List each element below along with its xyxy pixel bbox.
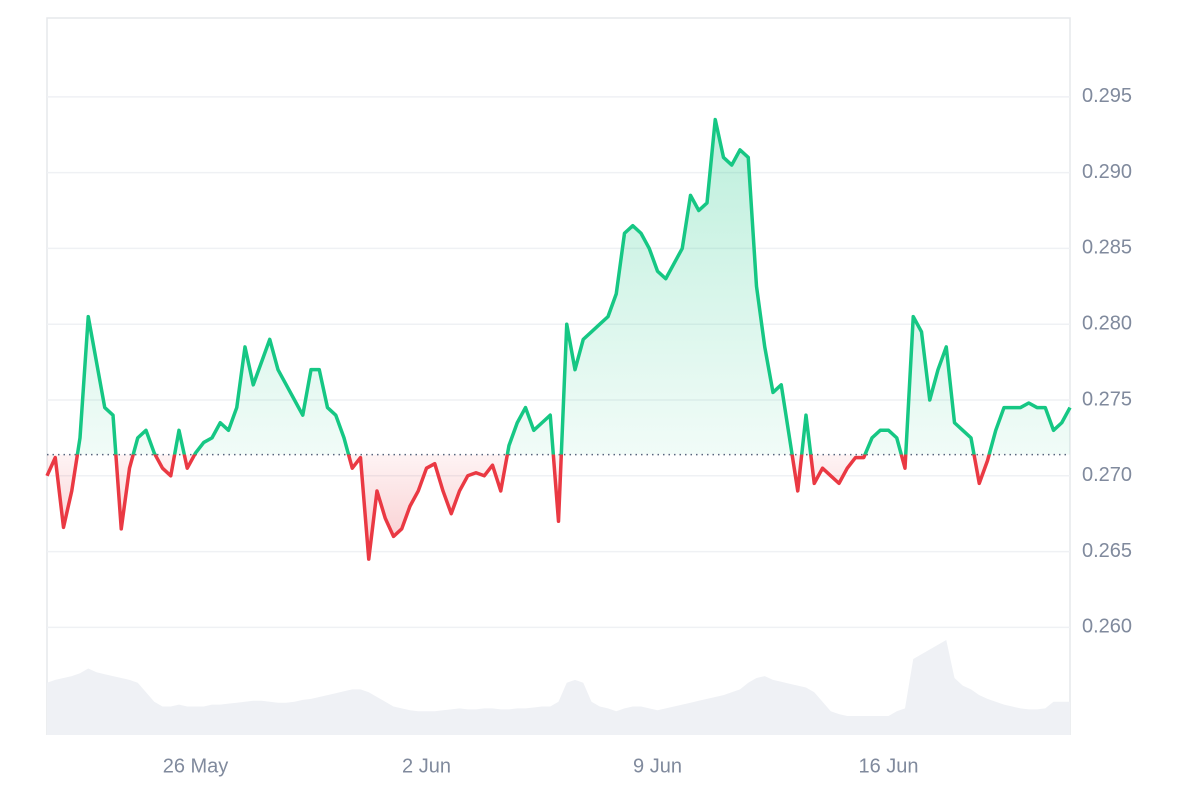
price-area bbox=[47, 119, 1070, 560]
y-tick-label: 0.285 bbox=[1082, 237, 1132, 259]
y-tick-label: 0.275 bbox=[1082, 388, 1132, 410]
volume-area bbox=[47, 640, 1070, 735]
y-tick-label: 0.280 bbox=[1082, 312, 1132, 334]
y-tick-label: 0.270 bbox=[1082, 464, 1132, 486]
y-tick-label: 0.265 bbox=[1082, 540, 1132, 562]
x-tick-label: 9 Jun bbox=[633, 755, 682, 777]
price-line bbox=[45, 117, 1072, 561]
x-tick-label: 16 Jun bbox=[858, 755, 918, 777]
x-tick-label: 2 Jun bbox=[402, 755, 451, 777]
y-tick-label: 0.295 bbox=[1082, 85, 1132, 107]
x-tick-label: 26 May bbox=[163, 755, 229, 777]
y-tick-label: 0.290 bbox=[1082, 161, 1132, 183]
y-tick-label: 0.260 bbox=[1082, 616, 1132, 638]
plot-frame bbox=[46, 17, 1071, 735]
